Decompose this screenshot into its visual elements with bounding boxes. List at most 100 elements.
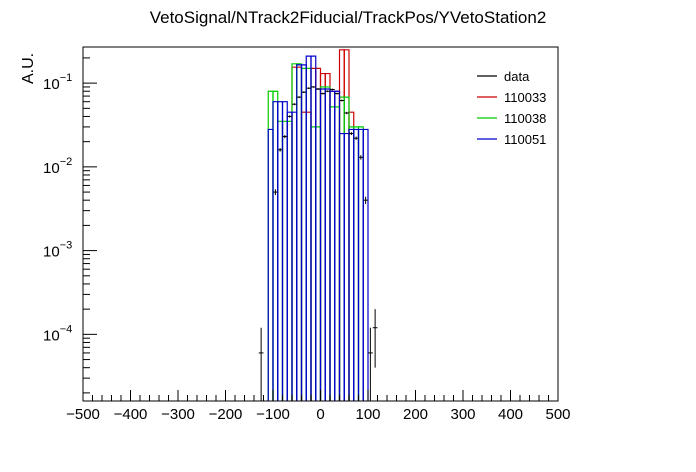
legend-label: 110033 (504, 90, 546, 105)
histogram-bar (348, 126, 355, 401)
histogram-bar (329, 90, 336, 401)
histogram-bar (343, 132, 350, 401)
y-tick-label: 10−4 (43, 323, 72, 344)
data-point (339, 99, 345, 102)
x-tick-label: 200 (403, 406, 428, 423)
data-point (311, 86, 316, 88)
histogram-bar (343, 96, 350, 401)
series-110051 (267, 55, 369, 401)
y-tick-label: 10−3 (43, 240, 72, 261)
data-point (306, 87, 311, 89)
data-point (368, 327, 373, 401)
histogram-bar (305, 67, 312, 401)
histogram-bar (315, 126, 322, 401)
histogram-bar (319, 86, 326, 401)
histogram-bar (272, 90, 279, 401)
legend-label: 110038 (504, 111, 546, 126)
data-point (325, 90, 330, 93)
x-tick-label: −200 (209, 406, 243, 423)
histogram-bar (296, 63, 303, 401)
histogram-bar (291, 63, 298, 401)
x-tick-label: −300 (161, 406, 195, 423)
histogram-bar (272, 101, 279, 401)
histogram-bar (267, 128, 274, 401)
data-point (292, 103, 297, 106)
data-point (353, 136, 359, 140)
histogram-bar (362, 128, 369, 401)
data-point (344, 111, 349, 115)
histogram-bar (334, 106, 341, 401)
legend-entry-data: data (477, 69, 530, 84)
histogram-bar (324, 88, 331, 401)
histogram-bar (310, 126, 317, 401)
histogram-bar (324, 86, 331, 401)
histogram-bar (353, 128, 360, 401)
histogram-bar (277, 120, 284, 401)
histogram-bar (348, 111, 355, 401)
data-point (330, 88, 335, 91)
axes: −500 −400 −300 −200 −100 0 100 200 300 400 500 10−1… (43, 46, 571, 423)
y-axis-label: A.U. (20, 53, 37, 84)
x-tick-label: −100 (256, 406, 290, 423)
histogram-bar (334, 90, 341, 401)
y-tick-exponent: −4 (60, 323, 73, 335)
x-tick-label: 400 (498, 406, 523, 423)
x-tick-label: −500 (66, 406, 100, 423)
legend-label: data (504, 69, 530, 84)
histogram-bar (348, 128, 355, 401)
histogram-bar (267, 90, 274, 401)
histogram-bar (281, 101, 288, 401)
data-point (372, 309, 378, 368)
histogram-bar (357, 126, 364, 401)
histogram-bar (277, 101, 284, 401)
histogram-bar (329, 90, 336, 401)
histogram-bar (319, 72, 326, 401)
histogram-bar (296, 64, 303, 401)
data-point (315, 88, 321, 90)
histogram-bar (338, 96, 345, 401)
histogram-bar (286, 120, 293, 401)
y-tick-exponent: −2 (60, 156, 73, 168)
histogram-bar (300, 67, 307, 401)
data-point (258, 327, 264, 401)
histogram-bar (357, 128, 364, 401)
histogram-bar (353, 126, 360, 401)
data-point (320, 92, 326, 95)
histogram-layer (267, 49, 369, 401)
y-tick-label: 10−1 (43, 72, 72, 93)
histogram-bar (300, 111, 307, 401)
legend-entry-110033: 110033 (477, 90, 546, 105)
data-point (277, 147, 283, 152)
data-point (358, 155, 364, 160)
legend-label: 110051 (504, 132, 546, 147)
y-tick-exponent: −3 (60, 240, 73, 252)
x-tick-label: 0 (316, 406, 324, 423)
data-point (363, 196, 368, 205)
data-point (287, 115, 292, 118)
data-point (296, 96, 302, 99)
histogram-bar (315, 67, 322, 401)
histogram-bar (305, 55, 312, 401)
histogram-bar (305, 111, 312, 401)
legend-entry-110038: 110038 (477, 111, 546, 126)
histogram-bar (338, 49, 345, 401)
legend: data 110033 110038 110051 (477, 69, 546, 147)
data-point (282, 135, 288, 139)
histogram-bar (338, 132, 345, 401)
histogram-bar (334, 90, 341, 401)
data-point (334, 92, 340, 95)
y-tick-label: 10−2 (43, 156, 72, 177)
histogram-bar (315, 88, 322, 401)
histogram-bar (296, 66, 303, 401)
data-point (349, 132, 354, 136)
chart-title: VetoSignal/NTrack2Fiducial/TrackPos/YVet… (150, 8, 547, 27)
histogram-bar (300, 64, 307, 401)
x-tick-label: 100 (355, 406, 380, 423)
histogram-bar (319, 88, 326, 401)
y-tick-exponent: −1 (60, 72, 73, 84)
legend-entry-110051: 110051 (477, 132, 546, 147)
data-points-layer (258, 86, 378, 401)
histogram-bar (310, 55, 317, 401)
x-tick-label: 500 (545, 406, 570, 423)
